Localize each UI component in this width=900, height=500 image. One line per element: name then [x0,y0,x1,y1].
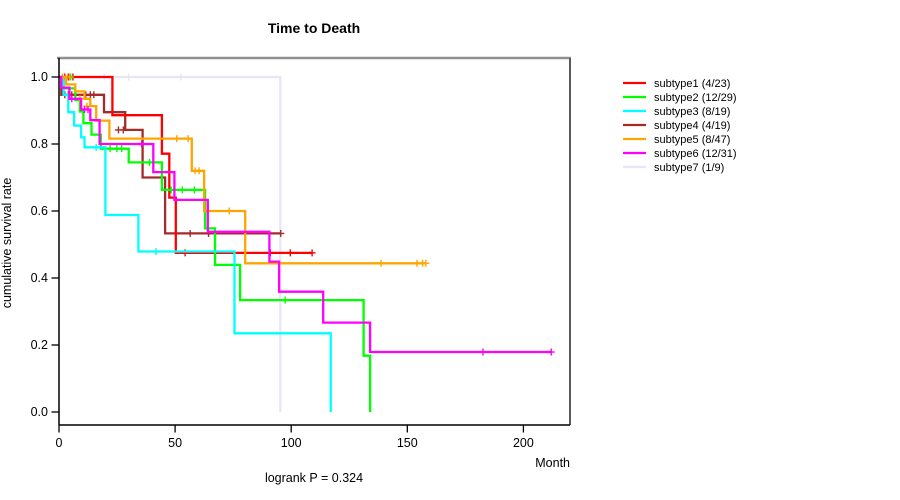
km-curve-4 [59,75,281,235]
y-axis-label: cumulative survival rate [0,178,14,309]
x-tick-label: 150 [397,436,418,450]
km-curve-5 [59,75,426,265]
legend: subtype1 (4/23) subtype2 (12/29) subtype3 … [623,78,737,174]
x-tick-label: 100 [281,436,302,450]
legend-item-2: subtype2 (12/29) [623,92,737,104]
x-tick-label: 50 [168,436,182,450]
legend-label: subtype5 (8/47) [654,134,730,146]
legend-label: subtype6 (12/31) [654,148,737,160]
plot-frame [57,56,571,425]
y-tick-label: 1.0 [31,70,48,84]
x-tick-label: 0 [56,436,63,450]
km-curve-2 [59,75,372,412]
legend-label: subtype1 (4/23) [654,78,730,90]
logrank-p-annotation: logrank P = 0.324 [265,471,363,485]
legend-item-6: subtype6 (12/31) [623,148,737,160]
legend-item-5: subtype5 (8/47) [623,134,730,146]
survival-curves [58,73,555,412]
legend-label: subtype2 (12/29) [654,92,737,104]
legend-item-1: subtype1 (4/23) [623,78,730,90]
legend-item-4: subtype4 (4/19) [623,120,730,132]
y-tick-label: 0.6 [31,204,48,218]
y-tick-label: 0.4 [31,271,48,285]
legend-label: subtype7 (1/9) [654,162,724,174]
y-tick-label: 0.8 [31,137,48,151]
legend-label: subtype3 (8/19) [654,106,730,118]
y-tick-label: 0.0 [31,405,48,419]
axes: 1.0 0.8 0.6 0.4 0.2 0.0 0 50 100 150 200 [31,58,570,450]
x-tick-label: 200 [513,436,534,450]
legend-item-3: subtype3 (8/19) [623,106,730,118]
chart-title: Time to Death [268,20,360,36]
km-curve-1 [59,75,313,255]
x-axis-label: Month [535,456,570,470]
legend-item-7: subtype7 (1/9) [623,162,724,174]
legend-label: subtype4 (4/19) [654,120,730,132]
y-tick-label: 0.2 [31,338,48,352]
